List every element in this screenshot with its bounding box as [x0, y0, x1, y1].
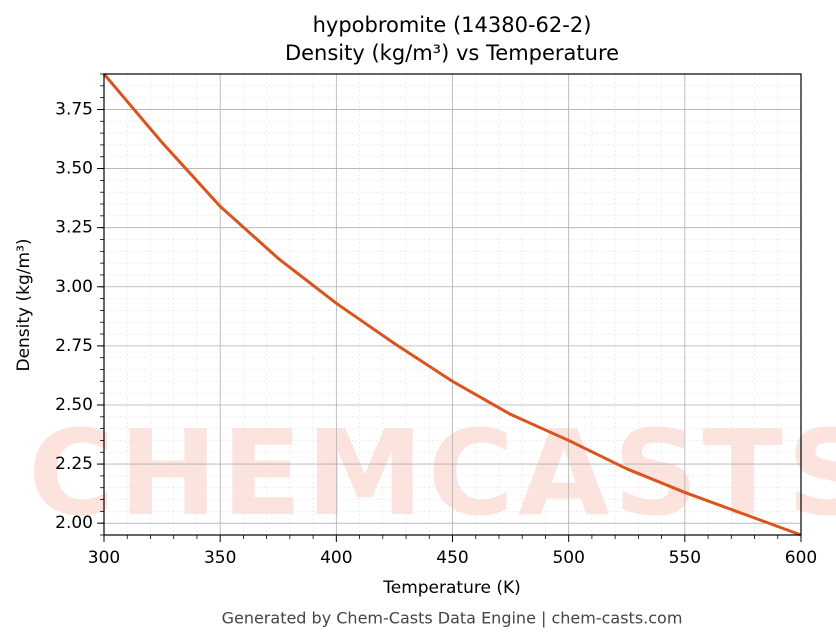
x-tick-label: 450 [436, 548, 468, 568]
y-tick-label: 2.50 [55, 395, 93, 415]
y-tick-label: 3.25 [55, 218, 93, 238]
y-tick-label: 3.75 [55, 99, 93, 119]
y-tick-label: 3.50 [55, 159, 93, 179]
data-line [102, 73, 802, 537]
x-tick-label: 550 [669, 548, 701, 568]
chart-subtitle: Density (kg/m³) vs Temperature [285, 41, 619, 65]
watermark: CHEMCASTS [28, 404, 836, 542]
y-tick-label: 2.25 [55, 454, 93, 474]
y-tick-label: 2.75 [55, 336, 93, 356]
chart-title: hypobromite (14380-62-2) [313, 13, 592, 37]
x-tick-label: 350 [204, 548, 236, 568]
x-tick-label: 500 [552, 548, 584, 568]
x-axis-label: Temperature (K) [382, 578, 521, 598]
plot-frame [103, 73, 802, 536]
y-axis-label: Density (kg/m³) [14, 238, 34, 371]
y-tick-label: 3.00 [55, 277, 93, 297]
x-tick-label: 400 [320, 548, 352, 568]
y-tick-label: 2.00 [55, 513, 93, 533]
footer: Generated by Chem-Casts Data Engine | ch… [222, 609, 683, 628]
x-tick-label: 300 [88, 548, 120, 568]
x-tick-label: 600 [785, 548, 817, 568]
